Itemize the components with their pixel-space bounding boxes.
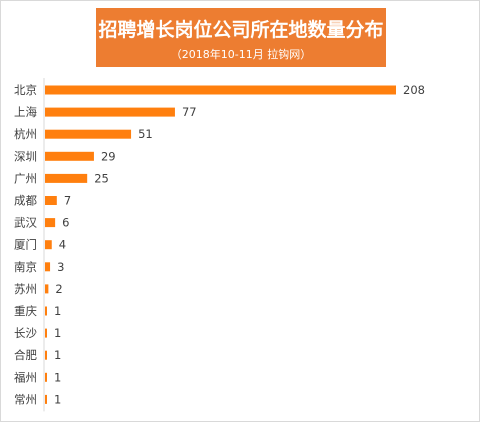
- data-label: 7: [64, 194, 71, 208]
- bar: [45, 129, 132, 139]
- data-label: 29: [101, 149, 116, 163]
- category-label: 厦门: [14, 238, 37, 252]
- bar: [45, 372, 47, 382]
- data-label: 51: [138, 127, 153, 141]
- bar: [45, 151, 94, 161]
- data-label: 1: [54, 348, 61, 362]
- category-label: 合肥: [14, 348, 37, 362]
- bar: [45, 173, 88, 183]
- data-label: 2: [55, 282, 62, 296]
- category-label: 上海: [14, 105, 37, 119]
- category-label: 重庆: [14, 304, 37, 318]
- bar: [45, 306, 47, 316]
- data-label: 4: [59, 238, 66, 252]
- bar: [45, 218, 56, 228]
- chart-subtitle: （2018年10-11月 拉钩网）: [170, 48, 312, 61]
- category-label: 深圳: [14, 149, 37, 163]
- category-label: 武汉: [14, 216, 37, 230]
- data-label: 3: [57, 260, 64, 274]
- data-label: 1: [54, 326, 61, 340]
- chart-title: 招聘增长岗位公司所在地数量分布: [98, 19, 384, 41]
- category-label: 南京: [14, 260, 37, 274]
- bar: [45, 85, 396, 95]
- category-label: 苏州: [14, 282, 37, 296]
- data-label: 6: [62, 216, 69, 230]
- category-label: 成都: [14, 194, 37, 208]
- bar: [45, 240, 52, 250]
- data-label: 1: [54, 304, 61, 318]
- data-label: 25: [94, 171, 109, 185]
- bar: [45, 328, 47, 338]
- category-label: 福州: [14, 370, 37, 384]
- bar: [45, 350, 47, 360]
- data-label: 1: [54, 370, 61, 384]
- bar: [45, 284, 49, 294]
- bar: [45, 394, 47, 404]
- category-label: 常州: [14, 392, 37, 406]
- category-label: 北京: [14, 83, 37, 97]
- category-label: 广州: [14, 171, 37, 185]
- data-label: 208: [403, 83, 425, 97]
- title-banner: 招聘增长岗位公司所在地数量分布 （2018年10-11月 拉钩网）: [96, 8, 386, 67]
- bar: [45, 107, 175, 117]
- bar: [45, 196, 57, 205]
- category-label: 杭州: [14, 127, 37, 141]
- category-label: 长沙: [14, 326, 37, 340]
- data-label: 1: [54, 392, 61, 406]
- data-label: 77: [182, 105, 197, 119]
- bar: [45, 262, 51, 272]
